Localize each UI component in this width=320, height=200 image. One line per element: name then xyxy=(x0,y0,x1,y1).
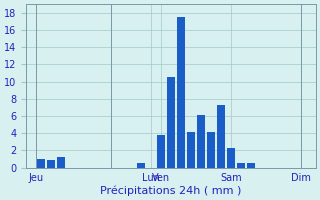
Bar xyxy=(197,115,205,168)
Bar xyxy=(137,163,145,168)
Bar xyxy=(237,163,245,168)
X-axis label: Précipitations 24h ( mm ): Précipitations 24h ( mm ) xyxy=(100,185,242,196)
Bar xyxy=(47,160,55,168)
Bar xyxy=(157,135,165,168)
Bar xyxy=(57,157,66,168)
Bar xyxy=(217,105,225,168)
Bar xyxy=(247,163,255,168)
Bar xyxy=(207,132,215,168)
Bar xyxy=(177,17,185,168)
Bar xyxy=(187,132,195,168)
Bar xyxy=(227,148,235,168)
Bar xyxy=(37,159,45,168)
Bar xyxy=(167,77,175,168)
